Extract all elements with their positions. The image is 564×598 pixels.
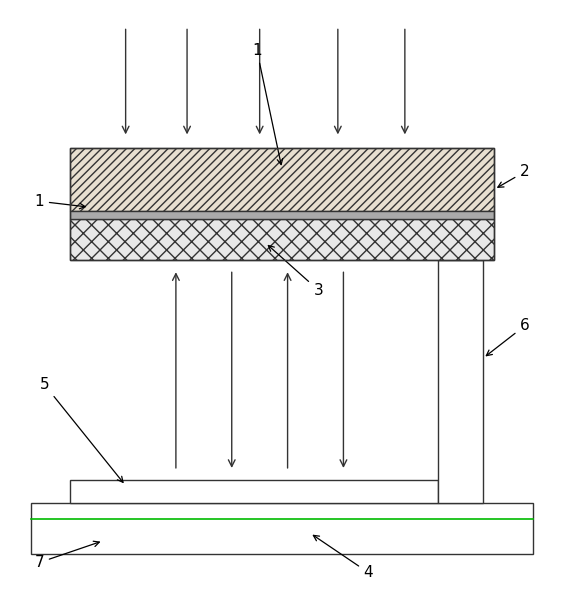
Text: 3: 3 [268,246,323,298]
Text: 7: 7 [34,541,99,570]
Bar [70,480,438,504]
Text: 5: 5 [40,377,123,483]
Bar [70,148,494,261]
Text: 6: 6 [486,318,530,356]
Bar [70,210,494,219]
Bar [70,219,494,261]
Text: 1: 1 [252,42,283,164]
Bar [438,261,483,504]
Text: 4: 4 [314,535,373,580]
Bar [70,148,494,210]
Text: 1: 1 [34,194,85,209]
Bar [30,504,534,554]
Text: 2: 2 [498,164,530,187]
